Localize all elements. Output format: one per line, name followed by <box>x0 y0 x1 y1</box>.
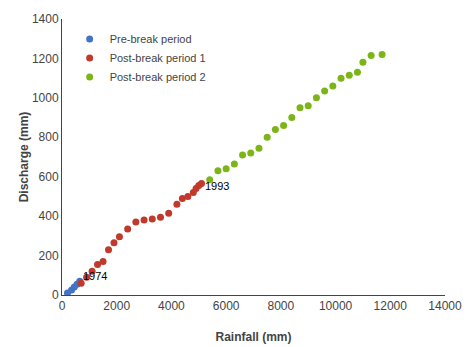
svg-text:Post-break period 1: Post-break period 1 <box>110 52 206 64</box>
svg-text:2000: 2000 <box>103 299 130 313</box>
svg-text:Pre-break period: Pre-break period <box>110 33 192 45</box>
svg-text:Discharge (mm): Discharge (mm) <box>17 112 31 203</box>
svg-text:1400: 1400 <box>32 12 59 26</box>
svg-text:200: 200 <box>39 249 59 263</box>
svg-text:6000: 6000 <box>213 299 240 313</box>
svg-text:1000: 1000 <box>32 91 59 105</box>
svg-text:1974: 1974 <box>83 270 107 282</box>
svg-text:400: 400 <box>39 209 59 223</box>
svg-text:600: 600 <box>39 170 59 184</box>
svg-text:Rainfall (mm): Rainfall (mm) <box>215 330 291 344</box>
svg-text:4000: 4000 <box>158 299 185 313</box>
svg-text:800: 800 <box>39 130 59 144</box>
svg-text:12000: 12000 <box>374 299 408 313</box>
svg-text:14000: 14000 <box>428 299 462 313</box>
svg-text:1200: 1200 <box>32 52 59 66</box>
svg-text:1993: 1993 <box>205 180 229 192</box>
svg-text:0: 0 <box>59 299 66 313</box>
svg-text:10000: 10000 <box>319 299 353 313</box>
svg-text:8000: 8000 <box>268 299 295 313</box>
svg-text:0: 0 <box>52 288 59 302</box>
svg-text:Post-break period 2: Post-break period 2 <box>110 71 206 83</box>
